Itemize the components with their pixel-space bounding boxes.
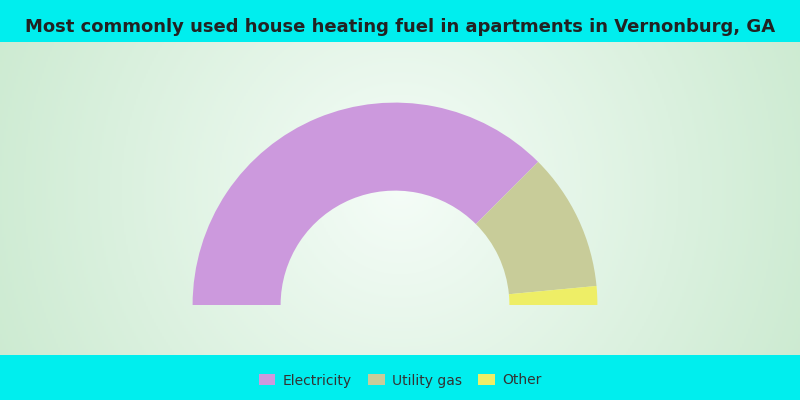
Legend: Electricity, Utility gas, Other: Electricity, Utility gas, Other	[253, 368, 547, 393]
Wedge shape	[193, 103, 538, 305]
Wedge shape	[476, 162, 597, 294]
Text: Most commonly used house heating fuel in apartments in Vernonburg, GA: Most commonly used house heating fuel in…	[25, 18, 775, 36]
Wedge shape	[509, 286, 598, 305]
